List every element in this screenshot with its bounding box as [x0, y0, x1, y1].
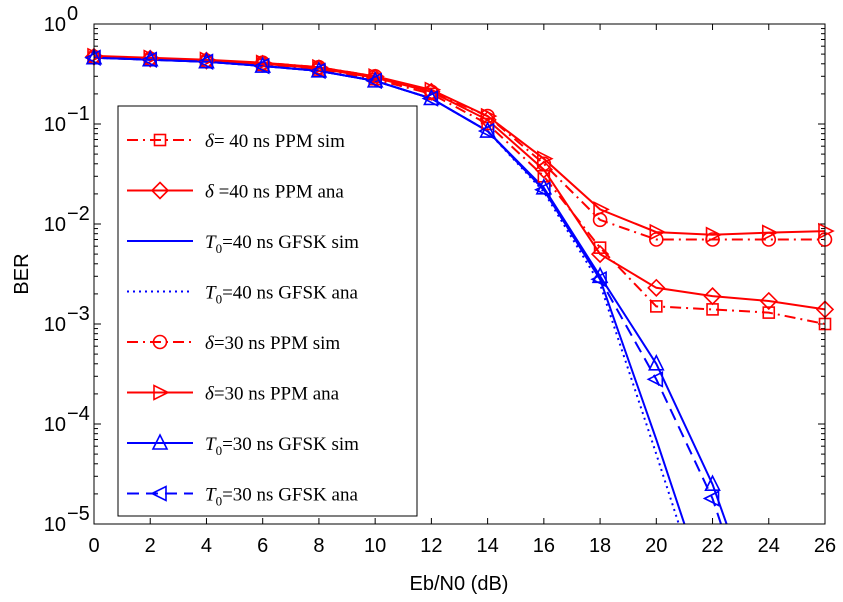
- legend-label: T0=40 ns GFSK sim: [205, 232, 359, 256]
- x-tick-label: 18: [589, 535, 611, 557]
- series-marker: [534, 181, 551, 199]
- series-marker: [593, 201, 610, 218]
- series-marker: [141, 49, 159, 67]
- legend-label: δ=30 ns PPM sim: [205, 333, 340, 354]
- series-marker: [593, 241, 607, 254]
- series-line-6: [94, 54, 825, 236]
- series-marker: [309, 62, 326, 80]
- legend-label: δ=30 ns PPM ana: [205, 384, 340, 405]
- series-marker: [537, 150, 554, 167]
- series-marker: [152, 334, 168, 350]
- series-marker: [479, 121, 496, 138]
- series-marker: [196, 53, 214, 70]
- series-marker: [647, 278, 666, 297]
- series-marker: [477, 122, 495, 140]
- series-line-8: [94, 56, 722, 524]
- series-marker: [590, 244, 610, 264]
- series-marker: [151, 433, 169, 450]
- series-marker: [590, 270, 607, 288]
- series-marker: [254, 56, 271, 73]
- x-tick-label: 6: [257, 535, 268, 557]
- x-tick-labels: 0 2 4 6 8 10 12 14 16 18 20 22 24 26: [88, 535, 836, 557]
- x-tick-label: 0: [88, 535, 99, 557]
- y-tick-exponent: −1: [67, 103, 90, 125]
- y-tick-label: 10: [44, 214, 66, 236]
- y-tick-exponent: −4: [67, 403, 90, 425]
- x-tick-label: 4: [201, 535, 212, 557]
- legend-label: δ= 40 ns PPM sim: [205, 131, 345, 152]
- series-marker: [646, 370, 664, 388]
- legend-label: T0=40 ns GFSK ana: [205, 283, 358, 307]
- series-marker: [140, 51, 158, 68]
- series-marker: [150, 485, 167, 502]
- legend-box: [117, 105, 418, 517]
- y-tick-exponent: −5: [67, 503, 90, 525]
- x-axis-label: Eb/N0 (dB): [410, 573, 509, 595]
- series-marker: [366, 71, 384, 88]
- legend-label: T0=30 ns GFSK sim: [205, 434, 359, 458]
- series-marker: [150, 181, 170, 200]
- series-marker: [421, 90, 439, 107]
- x-tick-label: 22: [701, 535, 723, 557]
- x-tick-label: 12: [420, 535, 442, 557]
- legend-label: T0=30 ns GFSK ana: [205, 485, 358, 509]
- y-axis-label: BER: [11, 253, 33, 294]
- y-tick-exponent: 0: [67, 3, 78, 25]
- series-marker: [198, 51, 215, 69]
- series-marker: [702, 490, 720, 507]
- plot-frame: [93, 23, 826, 525]
- x-tick-label: 24: [758, 535, 780, 557]
- series-marker: [704, 474, 721, 492]
- legend-label: δ =40 ns PPM ana: [205, 182, 344, 203]
- series-marker: [818, 222, 835, 240]
- x-tick-label: 2: [145, 535, 156, 557]
- series-marker: [84, 49, 101, 67]
- series-marker: [703, 286, 722, 306]
- series-marker: [762, 306, 776, 319]
- series-marker: [368, 67, 385, 85]
- x-tick-label: 10: [364, 535, 386, 557]
- y-tick-exponent: −3: [67, 303, 90, 325]
- series-marker: [648, 354, 665, 371]
- series-marker: [480, 107, 498, 125]
- y-tick-label: 10: [44, 114, 66, 136]
- x-tick-label: 14: [476, 535, 498, 557]
- series-marker: [153, 133, 167, 147]
- series-marker: [153, 384, 170, 401]
- series-marker: [365, 72, 382, 90]
- x-tick-label: 8: [313, 535, 324, 557]
- y-tick-label: 10: [44, 414, 66, 436]
- series-marker: [761, 224, 779, 241]
- x-tick-label: 20: [645, 535, 667, 557]
- series-marker: [423, 88, 440, 106]
- y-tick-label: 10: [44, 14, 66, 36]
- series-marker: [591, 266, 609, 284]
- series-marker: [649, 223, 667, 241]
- y-tick-label: 10: [44, 514, 66, 536]
- y-tick-exponent: −2: [67, 203, 90, 225]
- series-marker: [759, 291, 778, 311]
- series-marker: [650, 300, 663, 313]
- x-tick-label: 26: [814, 535, 836, 557]
- series-marker: [310, 61, 328, 78]
- y-tick-label: 10: [44, 314, 66, 336]
- series-marker: [705, 226, 723, 244]
- series-marker: [252, 57, 270, 75]
- x-tick-label: 16: [533, 535, 555, 557]
- legend: δ= 40 ns PPM sim δ =40 ns PPM ana T0=40 ns…: [117, 105, 418, 517]
